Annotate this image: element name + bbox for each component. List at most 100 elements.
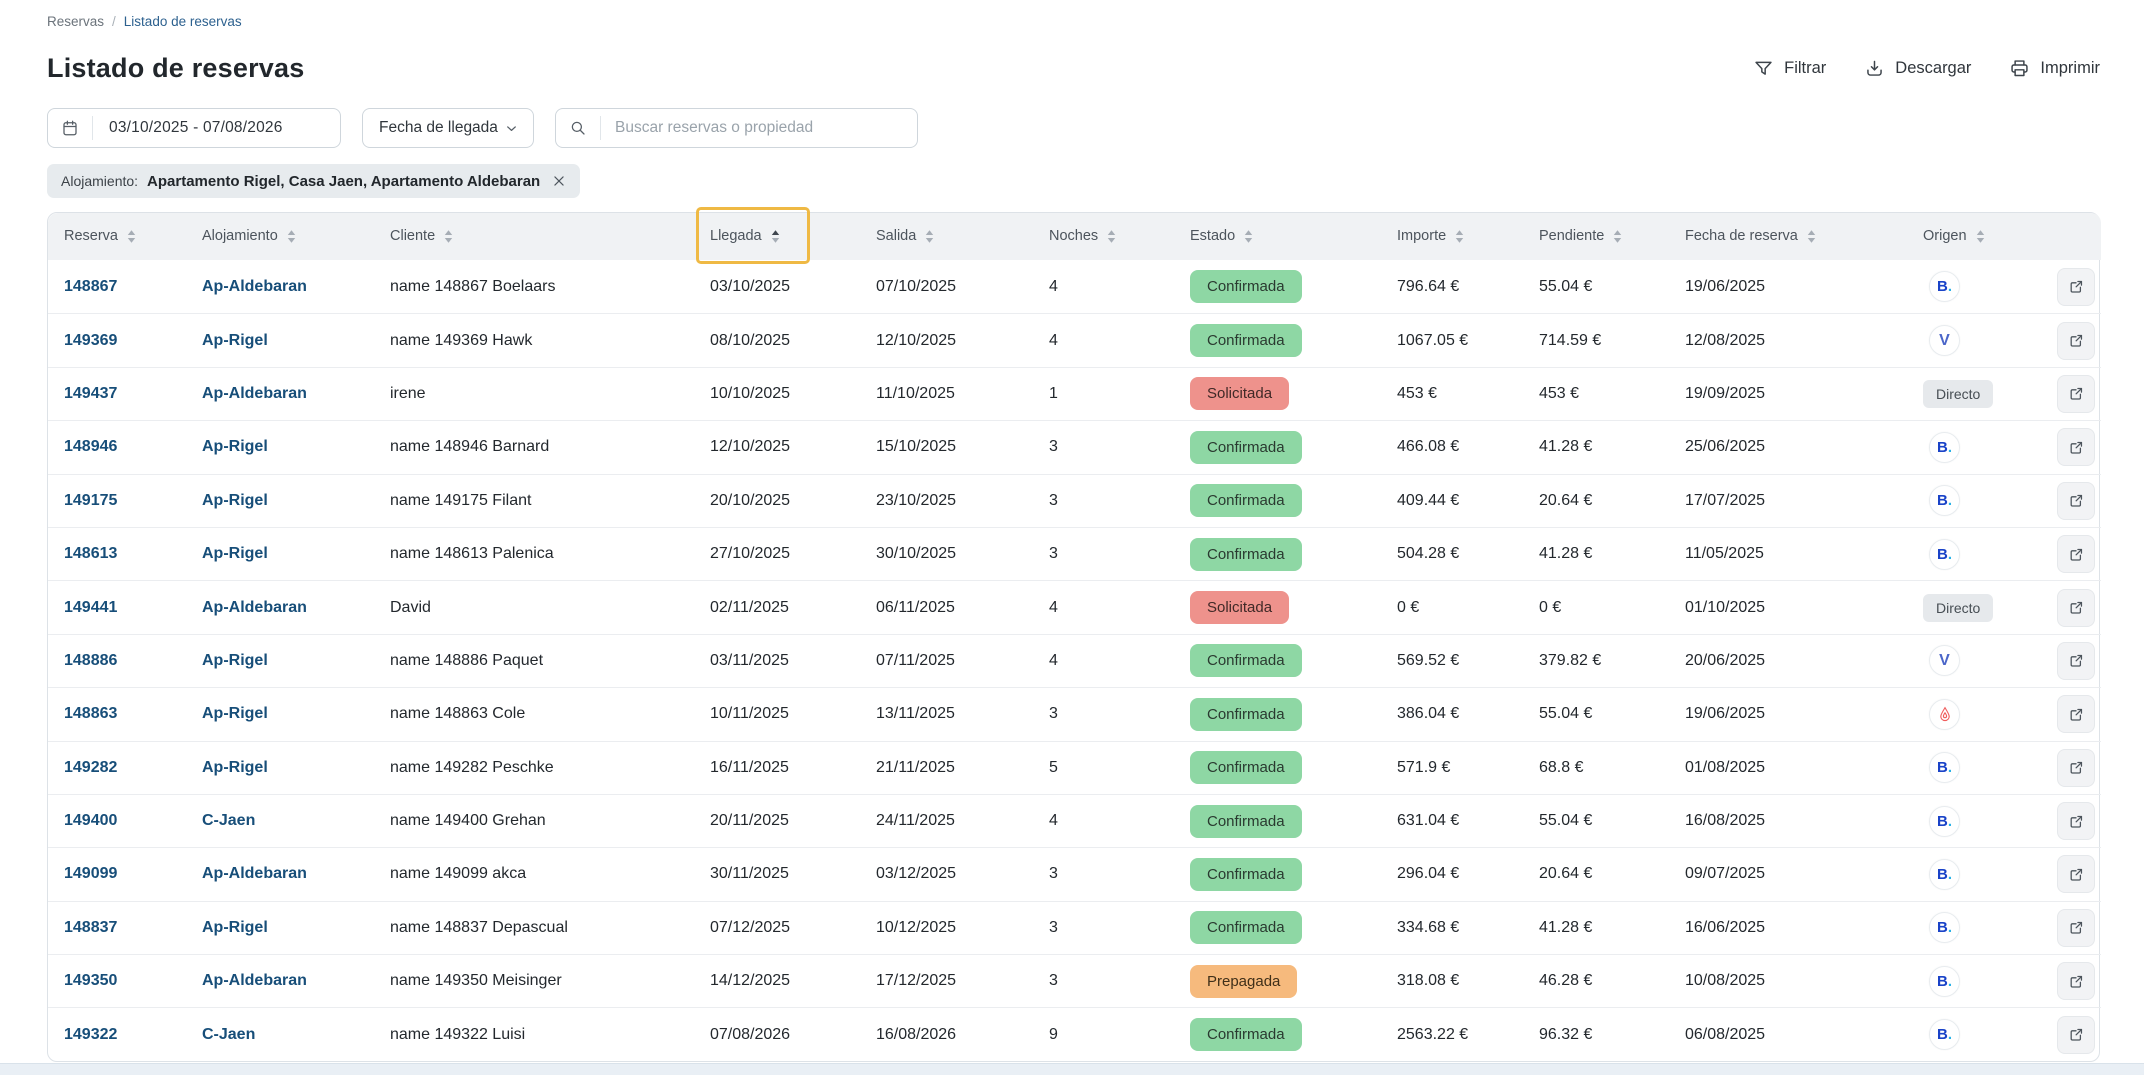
- noches-cell: 4: [1033, 633, 1174, 687]
- alojamiento-link[interactable]: C-Jaen: [202, 812, 256, 830]
- column-header-origen[interactable]: Origen: [1907, 213, 2041, 260]
- fecha-reserva-cell: 09/07/2025: [1669, 847, 1907, 900]
- open-reservation-button[interactable]: [2057, 641, 2095, 680]
- open-reservation-button[interactable]: [2057, 267, 2095, 306]
- breadcrumb-current[interactable]: Listado de reservas: [123, 14, 242, 29]
- origen-cell: B.: [1907, 473, 2041, 527]
- cliente-cell: name 149175 Filant: [374, 473, 694, 527]
- reserva-link[interactable]: 149437: [64, 384, 118, 402]
- date-field-select[interactable]: Fecha de llegada: [362, 108, 534, 148]
- pendiente-cell: 55.04 €: [1523, 687, 1669, 740]
- status-badge: Confirmada: [1190, 1018, 1302, 1052]
- external-link-icon: [2068, 706, 2085, 723]
- column-header-salida[interactable]: Salida: [860, 213, 1033, 260]
- alojamiento-link[interactable]: Ap-Rigel: [202, 758, 268, 776]
- column-header-llegada[interactable]: Llegada: [694, 207, 860, 264]
- alojamiento-link[interactable]: Ap-Aldebaran: [202, 865, 307, 883]
- open-reservation-button[interactable]: [2057, 802, 2095, 841]
- column-header-importe[interactable]: Importe: [1381, 213, 1523, 260]
- open-reservation-button[interactable]: [2057, 535, 2095, 574]
- column-header-alojamiento[interactable]: Alojamiento: [186, 213, 374, 260]
- cliente-cell: name 149282 Peschke: [374, 740, 694, 794]
- alojamiento-link[interactable]: Ap-Rigel: [202, 545, 268, 563]
- breadcrumb: Reservas / Listado de reservas: [47, 0, 2100, 29]
- reserva-link[interactable]: 148946: [64, 438, 118, 456]
- llegada-cell: 10/10/2025: [694, 366, 860, 420]
- alojamiento-link[interactable]: Ap-Aldebaran: [202, 598, 307, 616]
- date-range-input[interactable]: 03/10/2025 - 07/08/2026: [47, 108, 341, 148]
- reserva-link[interactable]: 149441: [64, 598, 118, 616]
- download-button[interactable]: Descargar: [1864, 58, 1971, 79]
- reserva-link[interactable]: 149369: [64, 331, 118, 349]
- open-reservation-button[interactable]: [2057, 695, 2095, 734]
- salida-cell: 21/11/2025: [860, 740, 1033, 794]
- search-icon: [556, 119, 600, 137]
- reserva-link[interactable]: 149099: [64, 865, 118, 883]
- open-reservation-button[interactable]: [2057, 481, 2095, 520]
- reserva-link[interactable]: 148837: [64, 918, 118, 936]
- close-icon: [552, 174, 566, 188]
- reserva-link[interactable]: 149400: [64, 812, 118, 830]
- reserva-link[interactable]: 149350: [64, 972, 118, 990]
- breadcrumb-reservas[interactable]: Reservas: [47, 14, 105, 29]
- booking-icon: B.: [1929, 858, 1960, 890]
- search-input[interactable]: [601, 109, 917, 147]
- column-header-pendiente[interactable]: Pendiente: [1523, 213, 1669, 260]
- reserva-link[interactable]: 149175: [64, 491, 118, 509]
- cliente-cell: name 149369 Hawk: [374, 313, 694, 366]
- open-reservation-button[interactable]: [2057, 748, 2095, 787]
- reserva-link[interactable]: 149322: [64, 1025, 118, 1043]
- reserva-link[interactable]: 148863: [64, 705, 118, 723]
- importe-cell: 466.08 €: [1381, 420, 1523, 473]
- table-row: 149437 Ap-Aldebaran irene 10/10/2025 11/…: [48, 366, 2101, 420]
- open-reservation-button[interactable]: [2057, 1015, 2095, 1054]
- alojamiento-filter-chip: Alojamiento: Apartamento Rigel, Casa Jae…: [47, 164, 581, 198]
- importe-cell: 409.44 €: [1381, 473, 1523, 527]
- alojamiento-link[interactable]: Ap-Rigel: [202, 651, 268, 669]
- status-badge: Confirmada: [1190, 537, 1302, 571]
- booking-icon: B.: [1929, 538, 1960, 570]
- chip-close-button[interactable]: [552, 174, 566, 188]
- open-reservation-button[interactable]: [2057, 962, 2095, 1001]
- sort-icon: [771, 230, 779, 243]
- open-reservation-button[interactable]: [2057, 588, 2095, 627]
- reserva-link[interactable]: 148886: [64, 651, 118, 669]
- alojamiento-link[interactable]: Ap-Rigel: [202, 491, 268, 509]
- column-header-cliente[interactable]: Cliente: [374, 213, 694, 260]
- column-header-reserva[interactable]: Reserva: [48, 213, 186, 260]
- status-badge: Confirmada: [1190, 911, 1302, 945]
- status-badge: Confirmada: [1190, 857, 1302, 891]
- alojamiento-link[interactable]: Ap-Aldebaran: [202, 384, 307, 402]
- reserva-link[interactable]: 148613: [64, 545, 118, 563]
- reserva-link[interactable]: 149282: [64, 758, 118, 776]
- alojamiento-link[interactable]: Ap-Rigel: [202, 438, 268, 456]
- filter-button[interactable]: Filtrar: [1753, 58, 1826, 79]
- alojamiento-link[interactable]: Ap-Rigel: [202, 705, 268, 723]
- cliente-cell: name 148867 Boelaars: [390, 277, 556, 295]
- open-reservation-button[interactable]: [2057, 908, 2095, 947]
- llegada-cell: 16/11/2025: [694, 740, 860, 794]
- external-link-icon: [2068, 1026, 2085, 1043]
- alojamiento-link[interactable]: Ap-Aldebaran: [202, 972, 307, 990]
- column-header-noches[interactable]: Noches: [1033, 213, 1174, 260]
- chip-value: Apartamento Rigel, Casa Jaen, Apartament…: [147, 172, 541, 190]
- reserva-link[interactable]: 148867: [64, 277, 118, 295]
- open-reservation-button[interactable]: [2057, 428, 2095, 467]
- open-reservation-button[interactable]: [2057, 321, 2095, 360]
- open-reservation-button[interactable]: [2057, 374, 2095, 413]
- alojamiento-link[interactable]: Ap-Aldebaran: [202, 277, 307, 295]
- importe-cell: 569.52 €: [1381, 633, 1523, 687]
- print-button[interactable]: Imprimir: [2009, 58, 2100, 79]
- importe-cell: 296.04 €: [1381, 847, 1523, 900]
- booking-icon: B.: [1929, 485, 1960, 517]
- alojamiento-link[interactable]: Ap-Rigel: [202, 918, 268, 936]
- column-header-fecha-de-reserva[interactable]: Fecha de reserva: [1669, 213, 1907, 260]
- open-reservation-button[interactable]: [2057, 855, 2095, 894]
- status-badge: Confirmada: [1190, 270, 1302, 304]
- origen-cell: Directo: [1907, 366, 2041, 420]
- search-box: [555, 108, 918, 148]
- salida-cell: 13/11/2025: [860, 687, 1033, 740]
- alojamiento-link[interactable]: Ap-Rigel: [202, 331, 268, 349]
- column-header-estado[interactable]: Estado: [1174, 213, 1381, 260]
- alojamiento-link[interactable]: C-Jaen: [202, 1025, 256, 1043]
